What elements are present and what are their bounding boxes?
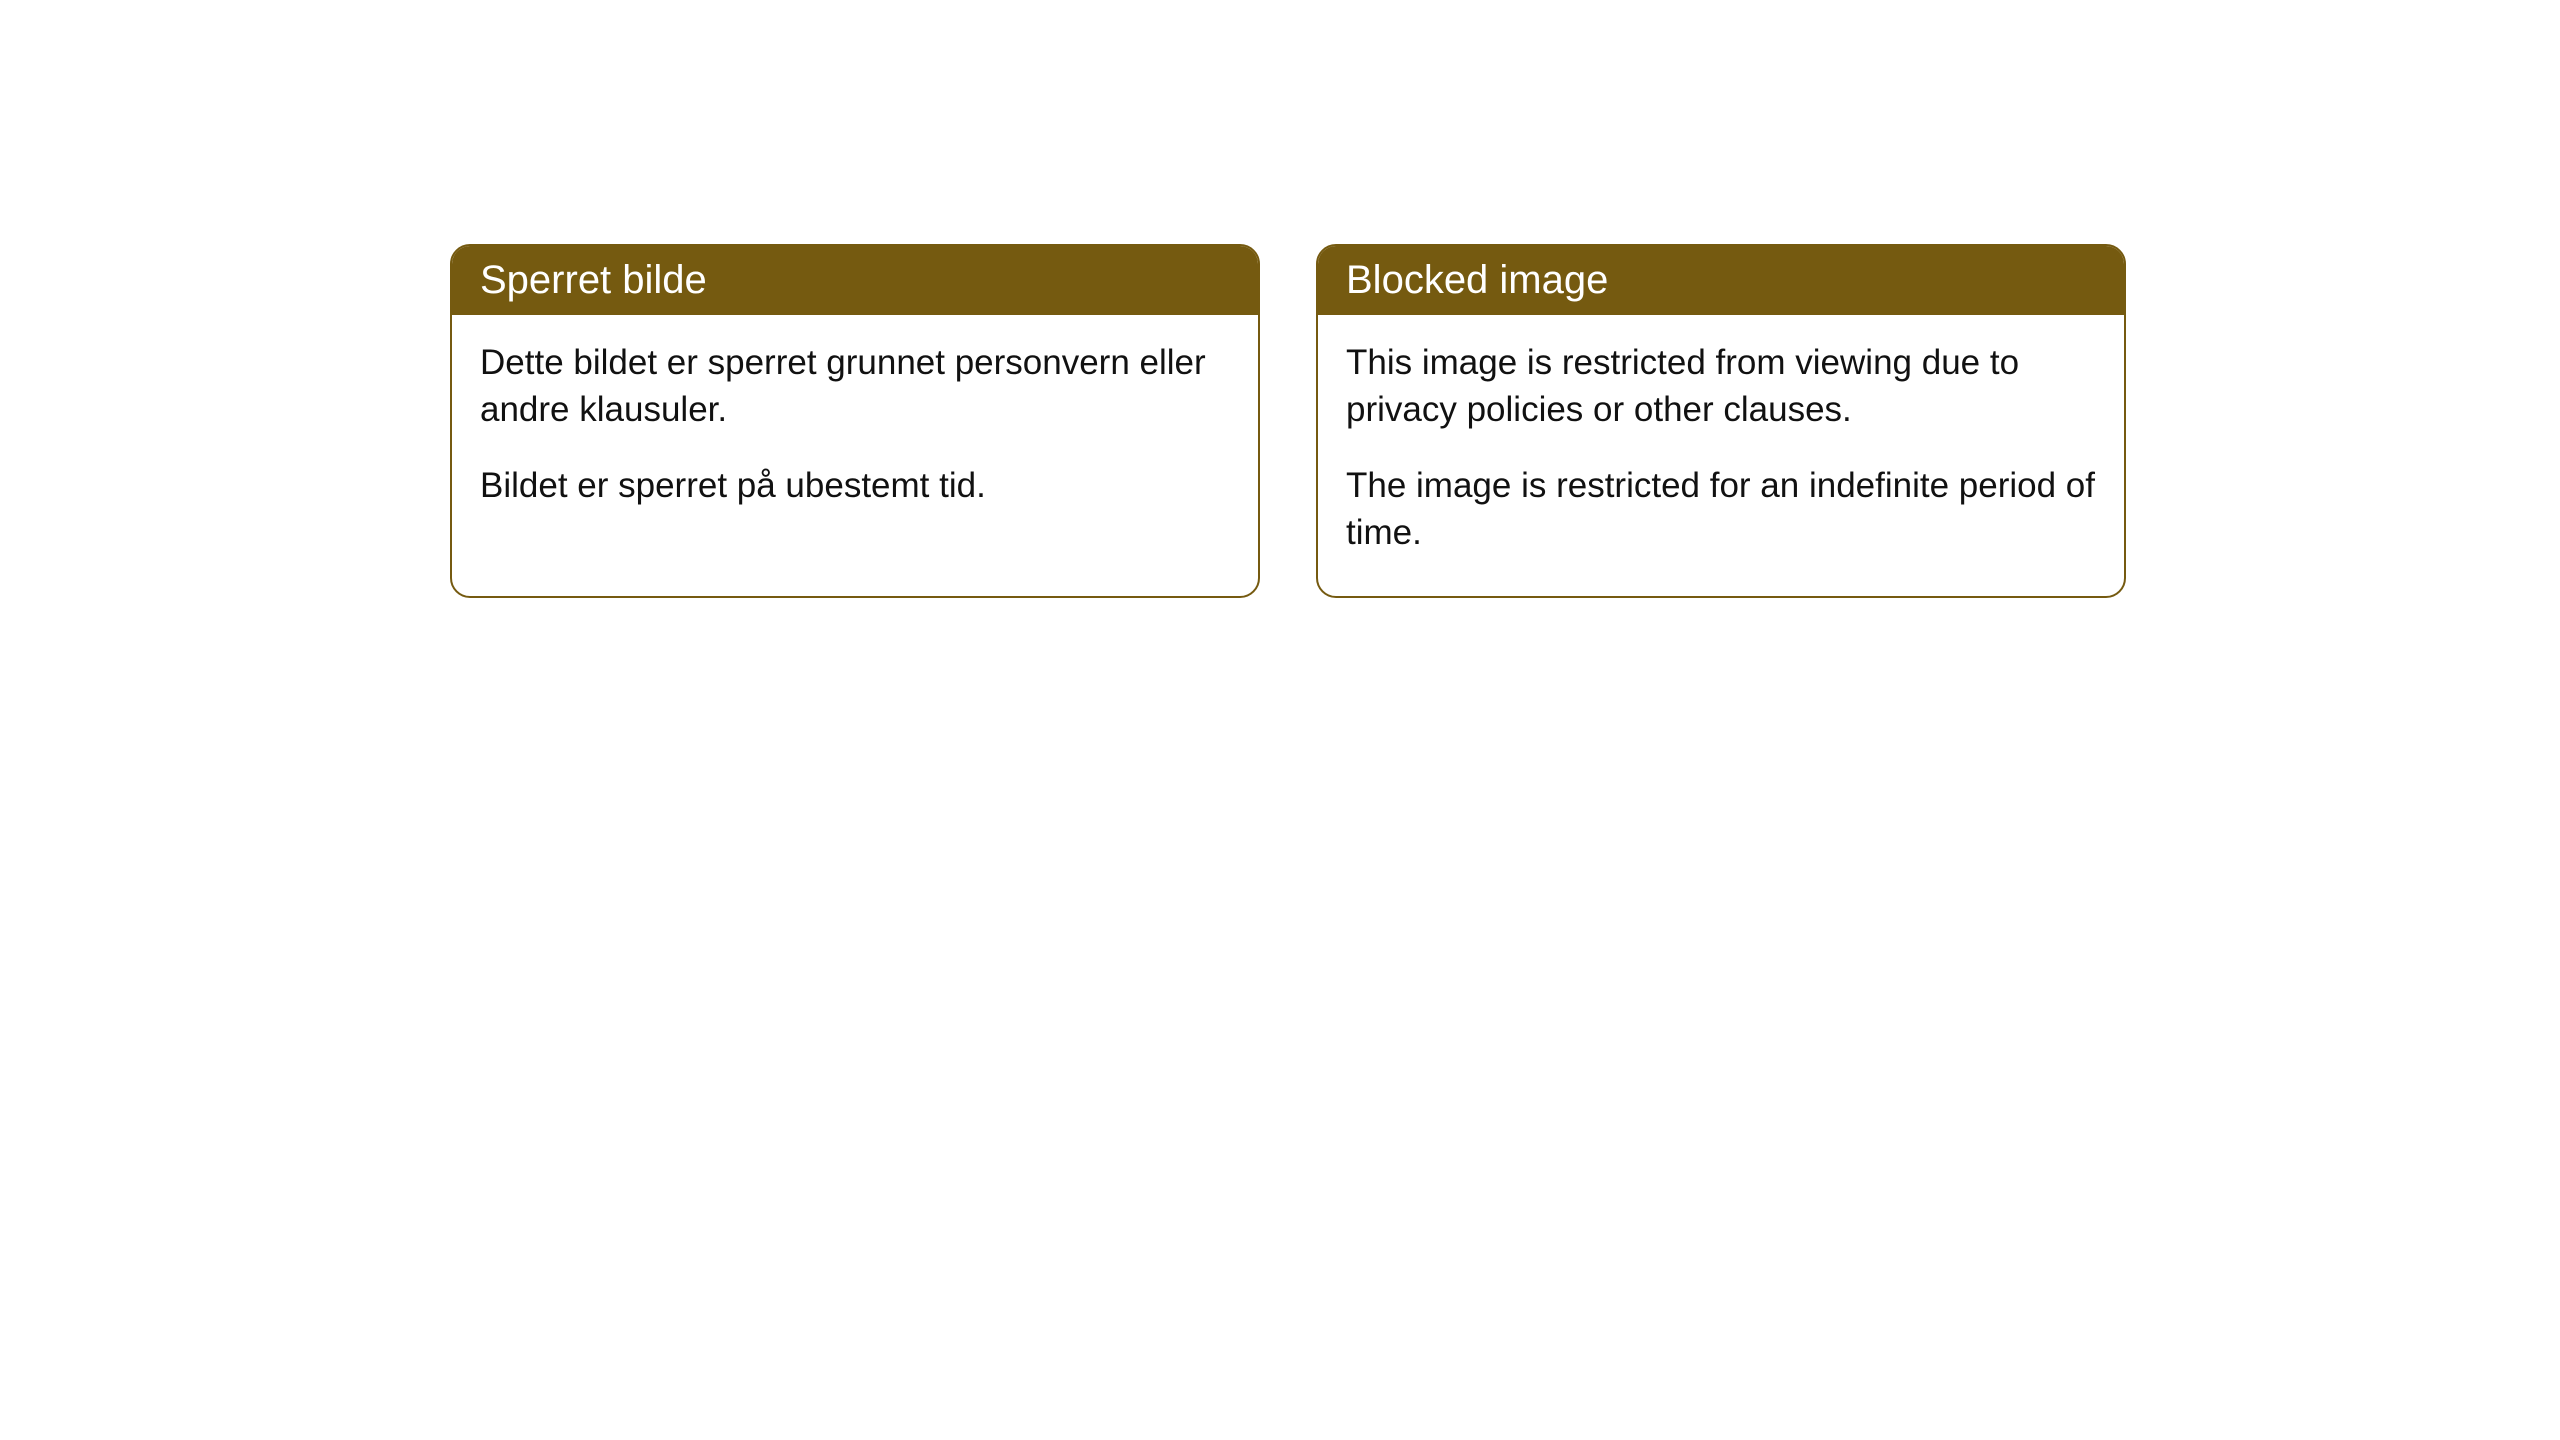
notice-container: Sperret bilde Dette bildet er sperret gr… <box>0 0 2560 598</box>
card-paragraph: Dette bildet er sperret grunnet personve… <box>480 339 1230 434</box>
card-title: Blocked image <box>1346 258 1608 302</box>
card-paragraph: The image is restricted for an indefinit… <box>1346 462 2096 557</box>
notice-card-norwegian: Sperret bilde Dette bildet er sperret gr… <box>450 244 1260 598</box>
card-paragraph: This image is restricted from viewing du… <box>1346 339 2096 434</box>
card-title: Sperret bilde <box>480 258 707 302</box>
card-header: Blocked image <box>1318 246 2124 315</box>
card-body: This image is restricted from viewing du… <box>1318 315 2124 596</box>
card-paragraph: Bildet er sperret på ubestemt tid. <box>480 462 1230 509</box>
notice-card-english: Blocked image This image is restricted f… <box>1316 244 2126 598</box>
card-header: Sperret bilde <box>452 246 1258 315</box>
card-body: Dette bildet er sperret grunnet personve… <box>452 315 1258 549</box>
